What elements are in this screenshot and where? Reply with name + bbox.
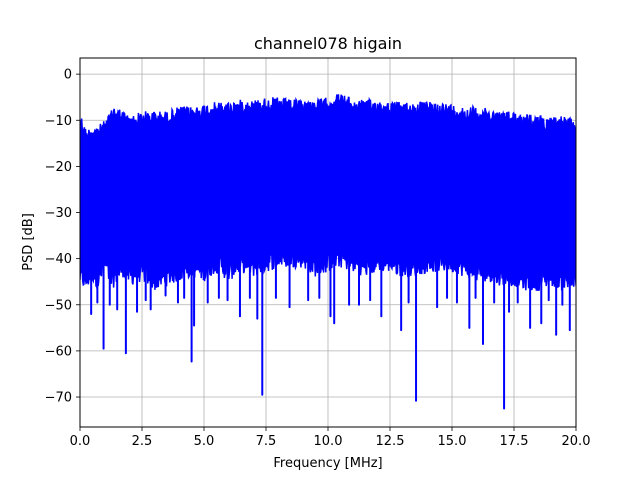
x-tick-label: 2.5 bbox=[132, 434, 153, 449]
y-axis-label: PSD [dB] bbox=[21, 213, 36, 271]
x-axis-label: Frequency [MHz] bbox=[273, 456, 382, 471]
y-tick-label: −40 bbox=[45, 252, 72, 267]
y-tick-label: −30 bbox=[45, 206, 72, 221]
x-tick-label: 20.0 bbox=[562, 434, 591, 449]
y-tick-label: −70 bbox=[45, 391, 72, 406]
x-tick-label: 15.0 bbox=[438, 434, 467, 449]
x-axis-ticks: 0.0 2.5 5.0 7.5 10.0 12.5 15.0 17.5 20.0 bbox=[70, 427, 591, 449]
y-axis-ticks: 0 −10 −20 −30 −40 −50 −60 −70 bbox=[45, 68, 80, 406]
plot-area bbox=[80, 94, 576, 410]
y-tick-label: −50 bbox=[45, 298, 72, 313]
x-tick-label: 0.0 bbox=[70, 434, 91, 449]
y-tick-label: −20 bbox=[45, 160, 72, 175]
psd-series-dips bbox=[90, 248, 571, 410]
x-tick-label: 17.5 bbox=[500, 434, 529, 449]
x-tick-label: 10.0 bbox=[314, 434, 343, 449]
psd-series-envelope bbox=[80, 94, 576, 291]
y-tick-label: −10 bbox=[45, 114, 72, 129]
x-tick-label: 7.5 bbox=[256, 434, 277, 449]
x-tick-label: 5.0 bbox=[194, 434, 215, 449]
y-tick-label: 0 bbox=[64, 68, 72, 83]
y-tick-label: −60 bbox=[45, 344, 72, 359]
chart-title: channel078 higain bbox=[254, 34, 402, 53]
x-tick-label: 12.5 bbox=[376, 434, 405, 449]
